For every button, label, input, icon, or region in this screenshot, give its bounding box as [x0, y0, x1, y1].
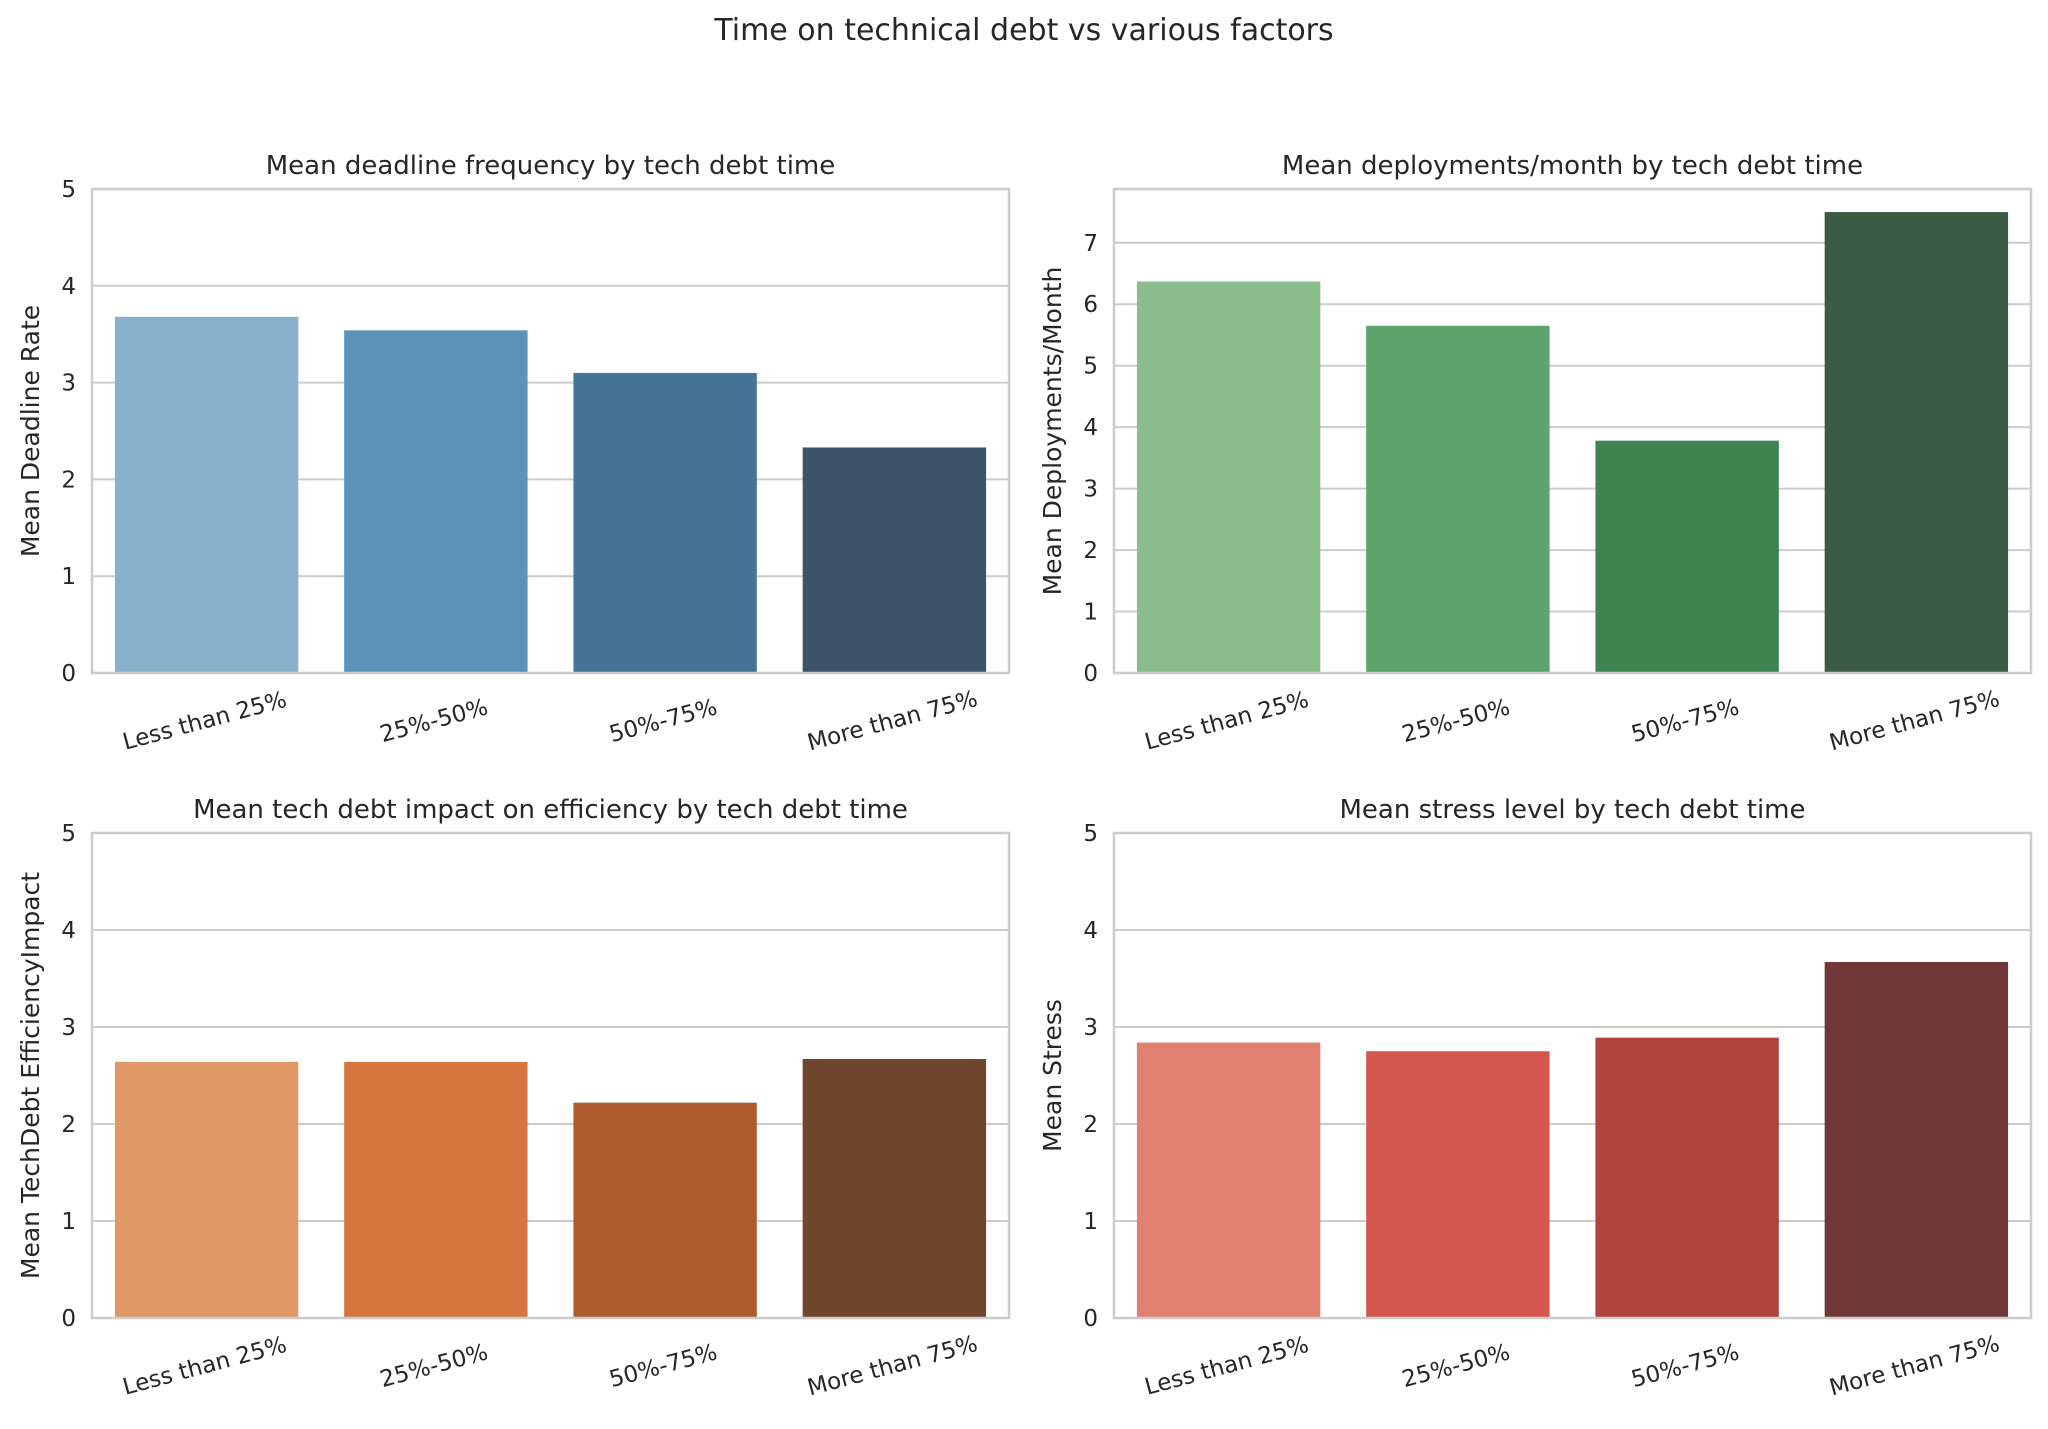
subplot-title: Mean tech debt impact on efficiency by t…	[193, 795, 908, 825]
x-tick-label: 50%-75%	[607, 694, 721, 748]
x-tick-label: More than 75%	[805, 686, 981, 756]
y-tick-label: 1	[1083, 1209, 1098, 1235]
y-tick-label: 0	[1083, 1306, 1098, 1332]
y-tick-label: 3	[1083, 1015, 1098, 1041]
subplot-title: Mean deadline frequency by tech debt tim…	[266, 151, 836, 181]
y-axis-label: Mean Deadline Rate	[16, 305, 45, 557]
y-axis-label: Mean TechDebt EfficiencyImpact	[16, 872, 45, 1279]
x-tick-label: 25%-50%	[1399, 1339, 1513, 1393]
y-axis-label: Mean Stress	[1038, 999, 1067, 1152]
x-tick-label: Less than 25%	[1142, 687, 1312, 756]
x-tick-label: 25%-50%	[377, 694, 491, 748]
y-tick-label: 3	[61, 371, 76, 397]
y-tick-label: 2	[61, 467, 76, 493]
y-tick-label: 1	[61, 1209, 76, 1235]
bar	[1595, 1037, 1779, 1318]
bar	[802, 447, 987, 673]
y-axis-label: Mean Deployments/Month	[1038, 267, 1067, 596]
subplot-title: Mean stress level by tech debt time	[1340, 795, 1806, 825]
x-tick-label: 50%-75%	[1629, 694, 1743, 748]
axes-frame	[90, 187, 1011, 675]
y-tick-label: 3	[61, 1015, 76, 1041]
y-tick-label: 2	[1083, 538, 1098, 564]
y-tick-label: 0	[61, 1306, 76, 1332]
bar	[1136, 1042, 1321, 1318]
y-tick-label: 2	[1083, 1112, 1098, 1138]
x-tick-label: 50%-75%	[607, 1339, 721, 1393]
y-tick-label: 4	[1083, 918, 1098, 944]
y-tick-label: 5	[61, 177, 76, 203]
bar	[114, 1061, 299, 1318]
bar	[1595, 440, 1779, 673]
bar	[114, 316, 299, 673]
x-tick-label: Less than 25%	[120, 687, 290, 756]
y-tick-label: 5	[61, 821, 76, 847]
figure-title: Time on technical debt vs various factor…	[713, 13, 1333, 48]
bar	[1136, 281, 1321, 673]
x-tick-label: 50%-75%	[1629, 1339, 1743, 1393]
y-tick-label: 3	[1083, 477, 1098, 503]
x-tick-label: 25%-50%	[377, 1339, 491, 1393]
bar	[1824, 212, 2009, 674]
bar	[1366, 1051, 1550, 1318]
y-tick-label: 5	[1083, 354, 1098, 380]
y-tick-label: 1	[61, 564, 76, 590]
axes-frame	[1112, 187, 2033, 675]
bar	[1366, 325, 1550, 673]
y-tick-label: 4	[61, 918, 76, 944]
subplot-3: 0 1 2 3 4 5 Less than 25% 25%-50% 50%-75% More th…	[16, 795, 1011, 1401]
x-tick-label: 25%-50%	[1399, 694, 1513, 748]
x-tick-label: More than 75%	[805, 1331, 981, 1401]
x-tick-label: More than 75%	[1827, 686, 2003, 756]
bar	[802, 1059, 987, 1318]
x-tick-label: Less than 25%	[120, 1332, 290, 1401]
x-tick-label: More than 75%	[1827, 1331, 2003, 1401]
y-tick-label: 4	[1083, 415, 1098, 441]
y-tick-label: 5	[1083, 821, 1098, 847]
bar	[344, 1061, 528, 1318]
subplot-1: 0 1 2 3 4 5 Less than 25% 25%-50% 50%-75% More th…	[16, 151, 1011, 756]
axes-frame	[90, 831, 1011, 1320]
subplot-title: Mean deployments/month by tech debt time	[1282, 151, 1863, 181]
bar	[344, 330, 528, 673]
y-tick-label: 0	[61, 661, 76, 687]
subplots: 0 1 2 3 4 5 Less than 25% 25%-50% 50%-75% More th…	[16, 151, 2033, 1401]
y-tick-label: 2	[61, 1112, 76, 1138]
subplot-4: 0 1 2 3 4 5 Less than 25% 25%-50% 50%-75% More th…	[1038, 795, 2033, 1401]
y-tick-label: 7	[1083, 231, 1098, 257]
axes-frame	[1112, 831, 2033, 1320]
bar	[1824, 962, 2009, 1318]
y-tick-label: 6	[1083, 292, 1098, 318]
y-tick-label: 1	[1083, 600, 1098, 626]
x-tick-label: Less than 25%	[1142, 1332, 1312, 1401]
y-tick-label: 4	[61, 274, 76, 300]
y-tick-label: 0	[1083, 661, 1098, 687]
subplot-2: 0 1 2 3 4 5 6 7 Less than 25% 25%-50% 50%-75% More …	[1038, 151, 2033, 756]
bar	[573, 1102, 757, 1318]
bar	[573, 372, 757, 673]
